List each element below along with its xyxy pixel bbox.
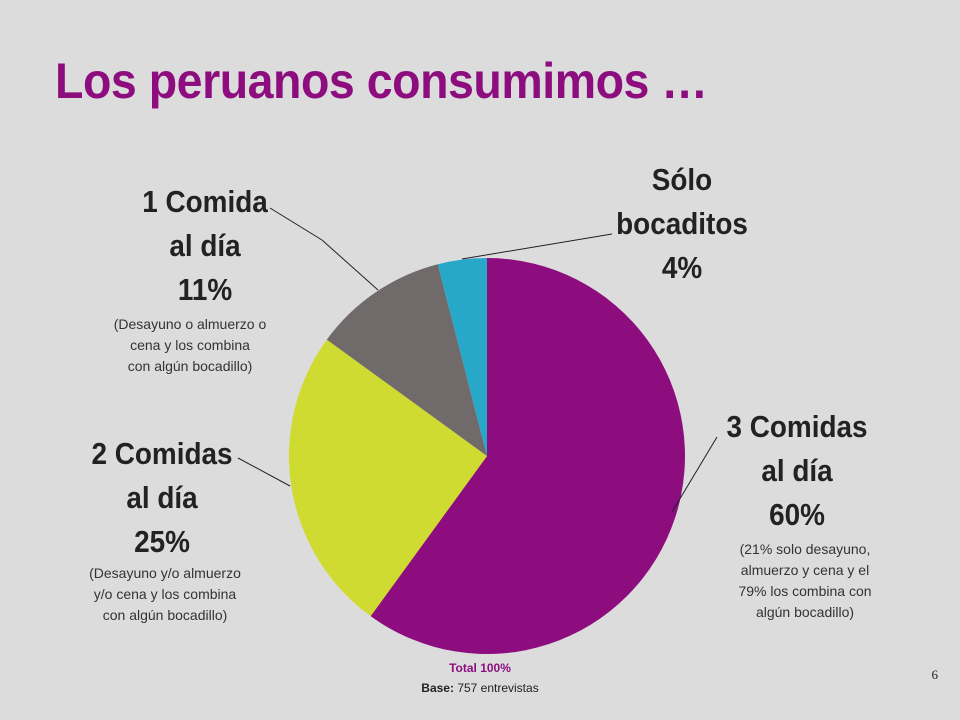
- page-title: Los peruanos consumimos …: [55, 53, 708, 109]
- note-two-meals-line: y/o cena y los combina: [93, 586, 237, 602]
- label-two-meals-line1: 2 Comidas: [91, 436, 233, 471]
- leader-line-two-meals: [237, 457, 291, 487]
- label-snacks-line1: Sólo: [651, 162, 713, 197]
- pie-slice-4: [437, 258, 487, 456]
- label-two-meals-line2: al día: [126, 480, 198, 515]
- label-one-meal-line2: al día: [169, 228, 241, 263]
- page-number: 6: [931, 667, 939, 682]
- base-label-value: 757 entrevistas: [457, 681, 539, 695]
- label-snacks-line2: bocaditos: [616, 206, 748, 241]
- label-one-meal: 1 Comida al día 11%: [120, 180, 291, 312]
- note-one-meal-line: con algún bocadillo): [127, 358, 253, 374]
- note-two-meals-line: (Desayuno y/o almuerzo: [89, 565, 241, 581]
- note-three-meals: (21% solo desayuno, almuerzo y cena y el…: [715, 539, 895, 623]
- label-three-meals-line1: 3 Comidas: [726, 409, 868, 444]
- total-label: Total 100%: [449, 661, 511, 675]
- note-one-meal-line: (Desayuno o almuerzo o: [113, 316, 267, 332]
- note-three-meals-line: algún bocadillo): [755, 604, 855, 620]
- note-two-meals-line: con algún bocadillo): [102, 607, 228, 623]
- leader-line-three-meals: [671, 436, 718, 513]
- base-label: Base: 757 entrevistas: [380, 681, 580, 695]
- note-three-meals-line: almuerzo y cena y el: [740, 562, 870, 578]
- note-two-meals: (Desayuno y/o almuerzo y/o cena y los co…: [75, 563, 255, 626]
- note-three-meals-line: 79% los combina con: [738, 583, 872, 599]
- label-two-meals-pct: 25%: [134, 524, 190, 559]
- pie-slice-2: [289, 339, 487, 617]
- note-one-meal-line: cena y los combina: [130, 337, 250, 353]
- label-three-meals: 3 Comidas al día 60%: [707, 405, 887, 537]
- note-one-meal: (Desayuno o almuerzo o cena y los combin…: [100, 314, 280, 377]
- pie-slice-1: [370, 258, 685, 654]
- leader-line-one-meal-tail: [269, 207, 323, 241]
- leader-line-one-meal: [321, 239, 379, 291]
- label-three-meals-pct: 60%: [769, 497, 825, 532]
- pie-slice-3: [326, 264, 487, 456]
- label-snacks: Sólo bocaditos 4%: [601, 158, 763, 290]
- base-label-key: Base:: [421, 681, 454, 695]
- label-two-meals: 2 Comidas al día 25%: [72, 432, 252, 564]
- label-snacks-pct: 4%: [661, 250, 703, 285]
- label-one-meal-pct: 11%: [177, 272, 233, 307]
- note-three-meals-line: (21% solo desayuno,: [739, 541, 871, 557]
- label-one-meal-line1: 1 Comida: [142, 184, 268, 219]
- leader-line-snacks: [461, 233, 613, 260]
- label-three-meals-line2: al día: [761, 453, 833, 488]
